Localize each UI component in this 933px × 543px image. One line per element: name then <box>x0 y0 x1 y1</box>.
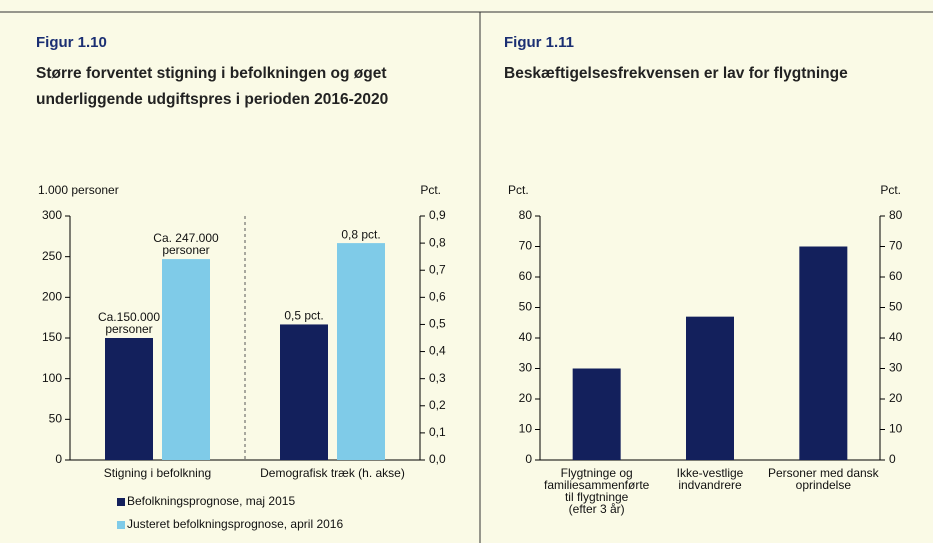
y2-tick-label: 80 <box>889 208 903 222</box>
x-tick-label: Demografisk træk (h. akse) <box>260 466 405 480</box>
header-left: Figur 1.10 Større forventet stigning i b… <box>36 34 456 113</box>
x-tick-label: Stigning i befolkning <box>104 466 211 480</box>
y-tick-label: 30 <box>519 361 533 375</box>
bar <box>280 324 328 460</box>
y-tick-label: 10 <box>519 422 533 436</box>
legend-swatch <box>117 521 125 529</box>
legend-label: Befolkningsprognose, maj 2015 <box>127 494 295 508</box>
y-tick-label: 50 <box>519 300 533 314</box>
figure-label: Figur 1.11 <box>504 34 575 51</box>
y2-tick-label: 20 <box>889 391 903 405</box>
y2-tick-label: 60 <box>889 269 903 283</box>
y2-axis-label: Pct. <box>420 183 441 197</box>
figure-label: Figur 1.10 <box>36 34 107 51</box>
value-label: Ca. 247.000 personer <box>153 231 219 257</box>
bar <box>337 243 385 460</box>
y-tick-label: 150 <box>42 330 62 344</box>
y2-tick-label: 0,0 <box>429 452 446 466</box>
y2-tick-label: 30 <box>889 361 903 375</box>
y2-tick-label: 50 <box>889 300 903 314</box>
bar <box>572 368 621 460</box>
value-label: 0,8 pct. <box>341 227 380 241</box>
y-tick-label: 20 <box>519 391 533 405</box>
y2-tick-label: 0,5 <box>429 317 446 331</box>
y2-tick-label: 0,1 <box>429 425 446 439</box>
y-tick-label: 80 <box>519 208 533 222</box>
y2-tick-label: 0,3 <box>429 371 446 385</box>
y2-tick-label: 70 <box>889 239 903 253</box>
chart-title: Større forventet stigning i befolkningen… <box>36 65 389 108</box>
y2-tick-label: 0,2 <box>429 398 446 412</box>
y-tick-label: 100 <box>42 371 62 385</box>
y2-axis-label: Pct. <box>880 183 901 197</box>
y-tick-label: 0 <box>55 452 62 466</box>
y2-tick-label: 0 <box>889 452 896 466</box>
y2-tick-label: 0,8 <box>429 235 446 249</box>
header-right: Figur 1.11 Beskæftigelsesfrekvensen er l… <box>504 34 864 87</box>
chart-title: Beskæftigelsesfrekvensen er lav for flyg… <box>504 65 848 82</box>
bar <box>686 316 734 460</box>
bar <box>162 259 210 460</box>
y-tick-label: 300 <box>42 208 62 222</box>
y2-tick-label: 0,6 <box>429 290 446 304</box>
x-tick-label: Personer med dansk oprindelse <box>768 466 880 492</box>
y2-tick-label: 0,7 <box>429 262 446 276</box>
x-tick-label: Ikke-vestlige indvandrere <box>677 466 744 492</box>
y-axis-label: 1.000 personer <box>38 183 119 197</box>
y-tick-label: 200 <box>42 290 62 304</box>
y-tick-label: 70 <box>519 239 533 253</box>
value-label: Ca.150.000 personer <box>98 310 160 336</box>
y2-tick-label: 10 <box>889 422 903 436</box>
legend-swatch <box>117 498 125 506</box>
y2-tick-label: 0,9 <box>429 208 446 222</box>
legend-label: Justeret befolkningsprognose, april 2016 <box>127 517 343 531</box>
y-tick-label: 0 <box>525 452 532 466</box>
y-tick-label: 60 <box>519 269 533 283</box>
y-tick-label: 50 <box>49 412 63 426</box>
y-tick-label: 40 <box>519 330 533 344</box>
x-tick-label: Flygtninge og familiesammenførte til flygt… <box>544 466 650 516</box>
y2-tick-label: 0,4 <box>429 344 446 358</box>
y-axis-label: Pct. <box>508 183 529 197</box>
value-label: 0,5 pct. <box>284 309 323 323</box>
bar <box>105 338 153 460</box>
y-tick-label: 250 <box>42 249 62 263</box>
y2-tick-label: 40 <box>889 330 903 344</box>
bar <box>799 246 848 460</box>
